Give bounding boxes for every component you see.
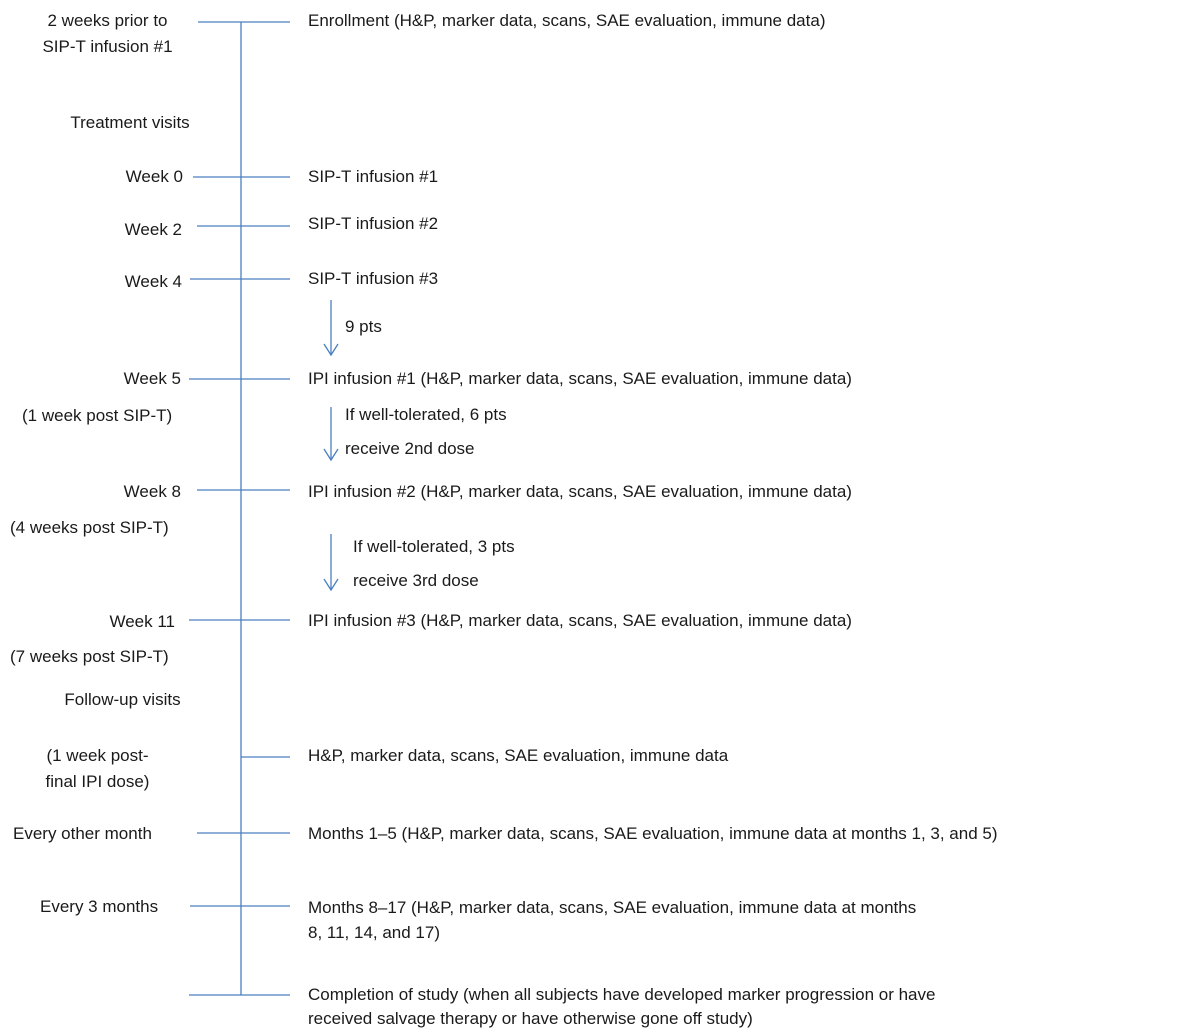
months-1-5-event: Months 1–5 (H&P, marker data, scans, SAE… — [308, 822, 998, 846]
week11-sub-label: (7 weeks post SIP-T) — [10, 645, 169, 669]
months-8-17-line1: Months 8–17 (H&P, marker data, scans, SA… — [308, 896, 916, 920]
week8-sub-label: (4 weeks post SIP-T) — [10, 516, 169, 540]
treatment-visits-header: Treatment visits — [40, 111, 220, 135]
week8-label: Week 8 — [0, 480, 181, 504]
ipi-infusion-1: IPI infusion #1 (H&P, marker data, scans… — [308, 367, 852, 391]
enrollment-timing-line1: 2 weeks prior to — [20, 9, 195, 33]
completion-line1: Completion of study (when all subjects h… — [308, 983, 935, 1007]
post-final-event: H&P, marker data, scans, SAE evaluation,… — [308, 744, 728, 768]
sipt-infusion-3: SIP-T infusion #3 — [308, 267, 438, 291]
every-other-month-label: Every other month — [13, 822, 152, 846]
week5-sub-label: (1 week post SIP-T) — [22, 404, 172, 428]
sipt-infusion-1: SIP-T infusion #1 — [308, 165, 438, 189]
enrollment-timing-line2: SIP-T infusion #1 — [20, 35, 195, 59]
ipi-infusion-2: IPI infusion #2 (H&P, marker data, scans… — [308, 480, 852, 504]
completion-line2: received salvage therapy or have otherwi… — [308, 1007, 753, 1031]
week4-label: Week 4 — [0, 270, 182, 294]
arrow-3-label-line2: receive 3rd dose — [353, 569, 479, 593]
arrow-2-label-line2: receive 2nd dose — [345, 437, 474, 461]
post-final-line1: (1 week post- — [20, 744, 175, 768]
every-3-months-label: Every 3 months — [40, 895, 158, 919]
week11-label: Week 11 — [0, 610, 175, 634]
arrow-3-label-line1: If well-tolerated, 3 pts — [353, 535, 515, 559]
arrow-1-label: 9 pts — [345, 315, 382, 339]
arrow-2-label-line1: If well-tolerated, 6 pts — [345, 403, 507, 427]
followup-visits-header: Follow-up visits — [30, 688, 215, 712]
ipi-infusion-3: IPI infusion #3 (H&P, marker data, scans… — [308, 609, 852, 633]
months-8-17-line2: 8, 11, 14, and 17) — [308, 921, 440, 945]
week2-label: Week 2 — [0, 218, 182, 242]
post-final-line2: final IPI dose) — [20, 770, 175, 794]
week5-label: Week 5 — [0, 367, 181, 391]
sipt-infusion-2: SIP-T infusion #2 — [308, 212, 438, 236]
enrollment-event: Enrollment (H&P, marker data, scans, SAE… — [308, 9, 825, 33]
week0-label: Week 0 — [0, 165, 183, 189]
